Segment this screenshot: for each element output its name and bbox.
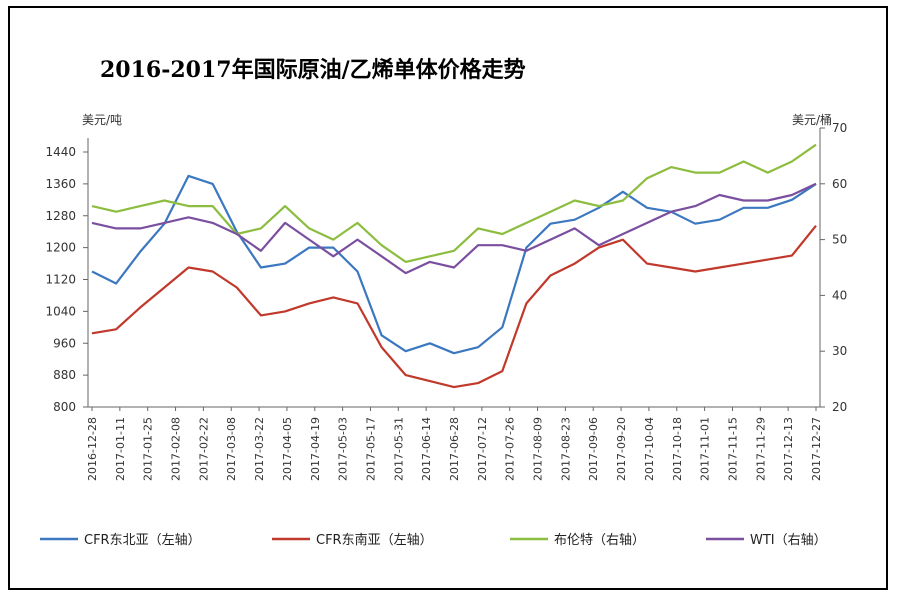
x-axis-tick-label: 2017-07-26: [504, 417, 517, 481]
x-axis-tick-label: 2017-08-09: [532, 417, 545, 481]
series-line: [91, 182, 817, 275]
x-axis-tick-label: 2017-11-01: [699, 417, 712, 481]
series-line: [91, 143, 817, 263]
left-axis-tick-label: 1440: [45, 145, 76, 159]
x-axis-tick-label: 2017-01-11: [114, 417, 127, 481]
x-axis-tick-label: 2017-02-08: [170, 417, 183, 481]
left-axis-tick-label: 800: [53, 400, 76, 414]
left-axis-tick-label: 1280: [45, 209, 76, 223]
x-axis-tick-label: 2017-05-03: [337, 417, 350, 481]
x-axis-tick-label: 2017-04-19: [309, 417, 322, 481]
x-axis-tick-label: 2017-05-31: [392, 417, 405, 481]
left-axis-tick-label: 1360: [45, 177, 76, 191]
x-axis-tick-label: 2017-03-22: [253, 417, 266, 481]
x-axis-tick-label: 2016-12-28: [86, 417, 99, 481]
x-axis-tick-label: 2017-10-18: [671, 417, 684, 481]
right-axis-tick-label: 30: [832, 344, 847, 358]
left-axis-tick-label: 1200: [45, 241, 76, 255]
x-axis-tick-label: 2017-10-04: [643, 417, 656, 481]
right-axis-tick-label: 20: [832, 400, 847, 414]
right-axis-tick-label: 70: [832, 121, 847, 135]
chart-frame: [8, 6, 888, 590]
legend-label: CFR东南亚（左轴）: [316, 532, 433, 548]
x-axis-tick-label: 2017-07-12: [476, 417, 489, 481]
right-axis-tick-label: 40: [832, 288, 847, 302]
chart-title: 2016-2017年国际原油/乙烯单体价格走势: [100, 57, 526, 83]
x-axis-tick-label: 2017-11-29: [754, 417, 767, 481]
legend-label: WTI（右轴）: [750, 533, 827, 548]
x-axis-tick-label: 2017-06-14: [420, 417, 433, 481]
x-axis-tick-label: 2017-06-28: [448, 417, 461, 481]
x-axis-tick-label: 2017-03-08: [225, 417, 238, 481]
left-axis-tick-label: 1040: [45, 304, 76, 318]
legend-label: CFR东北亚（左轴）: [84, 533, 201, 548]
left-axis-tick-label: 1120: [45, 273, 76, 287]
left-axis-tick-label: 960: [53, 336, 76, 350]
x-axis-tick-label: 2017-01-25: [142, 417, 155, 481]
x-axis-tick-label: 2017-09-06: [587, 417, 600, 481]
legend-label: 布伦特（右轴）: [554, 533, 645, 548]
right-axis-unit: 美元/桶: [792, 112, 832, 127]
x-axis-tick-label: 2017-12-27: [810, 417, 823, 481]
x-axis-tick-label: 2017-04-05: [281, 417, 294, 481]
right-axis-tick-label: 50: [832, 233, 847, 247]
x-axis-tick-label: 2017-11-15: [726, 417, 739, 481]
x-axis-tick-label: 2017-08-23: [559, 417, 572, 481]
x-axis-tick-label: 2017-09-20: [615, 417, 628, 481]
right-axis-tick-label: 60: [832, 177, 847, 191]
x-axis-tick-label: 2017-05-17: [364, 417, 377, 481]
left-axis-unit: 美元/吨: [82, 113, 122, 127]
x-axis-tick-label: 2017-02-22: [197, 417, 210, 481]
series-line: [91, 225, 817, 389]
left-axis-tick-label: 880: [53, 368, 76, 382]
x-axis-tick-label: 2017-12-13: [782, 417, 795, 481]
series-line: [91, 174, 817, 355]
